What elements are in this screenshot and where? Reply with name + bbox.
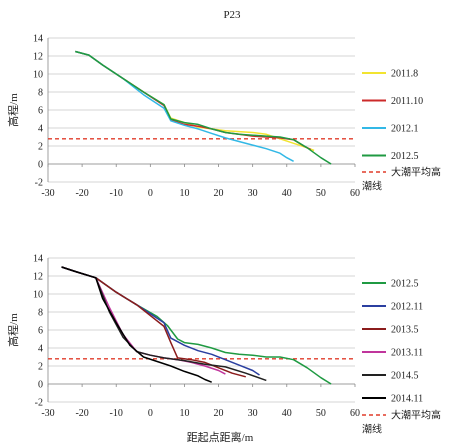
x-tick-label: -20 bbox=[75, 188, 88, 199]
series-line-2013.11 bbox=[61, 266, 226, 375]
x-tick-label: 10 bbox=[179, 188, 189, 199]
y-tick-label: 10 bbox=[33, 290, 43, 301]
x-tick-label: 60 bbox=[350, 408, 360, 419]
y-tick-label: 8 bbox=[38, 88, 43, 99]
x-tick-label: -30 bbox=[41, 188, 54, 199]
series-line-2011.10 bbox=[75, 50, 312, 151]
legend-label: 2012.5 bbox=[391, 151, 419, 162]
legend-label: 2013.11 bbox=[391, 348, 423, 359]
legend-label: 2012.11 bbox=[391, 302, 423, 313]
x-tick-label: 0 bbox=[148, 408, 153, 419]
series-line-2011.8 bbox=[75, 50, 315, 152]
y-axis-label: 高程/m bbox=[6, 93, 20, 127]
legend-label-reference: 大潮平均高潮线 bbox=[362, 166, 441, 193]
x-tick-label: 20 bbox=[214, 408, 224, 419]
y-tick-label: 14 bbox=[33, 34, 43, 45]
x-tick-label: 50 bbox=[316, 188, 326, 199]
y-tick-label: 12 bbox=[33, 272, 43, 283]
figure-title: P23 bbox=[223, 9, 241, 21]
x-tick-label: 10 bbox=[179, 408, 189, 419]
x-axis-label: 距起点距离/m bbox=[187, 430, 254, 444]
x-tick-label: -10 bbox=[110, 408, 123, 419]
x-tick-label: 40 bbox=[282, 188, 292, 199]
legend-label: 2014.11 bbox=[391, 394, 423, 405]
y-tick-label: 10 bbox=[33, 70, 43, 81]
legend-label: 2013.5 bbox=[391, 325, 419, 336]
x-tick-label: 20 bbox=[214, 188, 224, 199]
series-line-2012.5 bbox=[75, 50, 332, 165]
legend-label-reference: 大潮平均高潮线 bbox=[362, 409, 441, 436]
y-tick-label: 12 bbox=[33, 52, 43, 63]
legend-label: 2012.5 bbox=[391, 279, 419, 290]
x-tick-label: -20 bbox=[75, 408, 88, 419]
x-tick-label: 60 bbox=[350, 188, 360, 199]
y-axis-label: 高程/m bbox=[6, 313, 20, 347]
legend-label: 2014.5 bbox=[391, 371, 419, 382]
series-line-2013.5 bbox=[61, 266, 246, 378]
y-tick-label: 2 bbox=[38, 142, 43, 153]
y-tick-label: 4 bbox=[38, 124, 43, 135]
x-tick-label: 50 bbox=[316, 408, 326, 419]
y-tick-label: 4 bbox=[38, 344, 43, 355]
legend-label: 2011.10 bbox=[391, 96, 423, 107]
y-tick-label: 6 bbox=[38, 326, 43, 337]
y-tick-label: 6 bbox=[38, 106, 43, 117]
x-tick-label: 30 bbox=[248, 188, 258, 199]
y-tick-label: 0 bbox=[38, 160, 43, 171]
x-tick-label: 0 bbox=[148, 188, 153, 199]
x-tick-label: -10 bbox=[110, 188, 123, 199]
x-tick-label: -30 bbox=[41, 408, 54, 419]
legend-label: 2012.1 bbox=[391, 124, 419, 135]
y-tick-label: -2 bbox=[35, 178, 43, 189]
legend-label: 2011.8 bbox=[391, 69, 418, 80]
series-line-2014.11 bbox=[61, 266, 212, 383]
y-tick-label: 14 bbox=[33, 254, 43, 265]
y-tick-label: 2 bbox=[38, 362, 43, 373]
series-line-2012.5 bbox=[61, 266, 332, 385]
y-tick-label: 0 bbox=[38, 380, 43, 391]
x-tick-label: 40 bbox=[282, 408, 292, 419]
y-tick-label: 8 bbox=[38, 308, 43, 319]
y-tick-label: -2 bbox=[35, 398, 43, 409]
x-tick-label: 30 bbox=[248, 408, 258, 419]
